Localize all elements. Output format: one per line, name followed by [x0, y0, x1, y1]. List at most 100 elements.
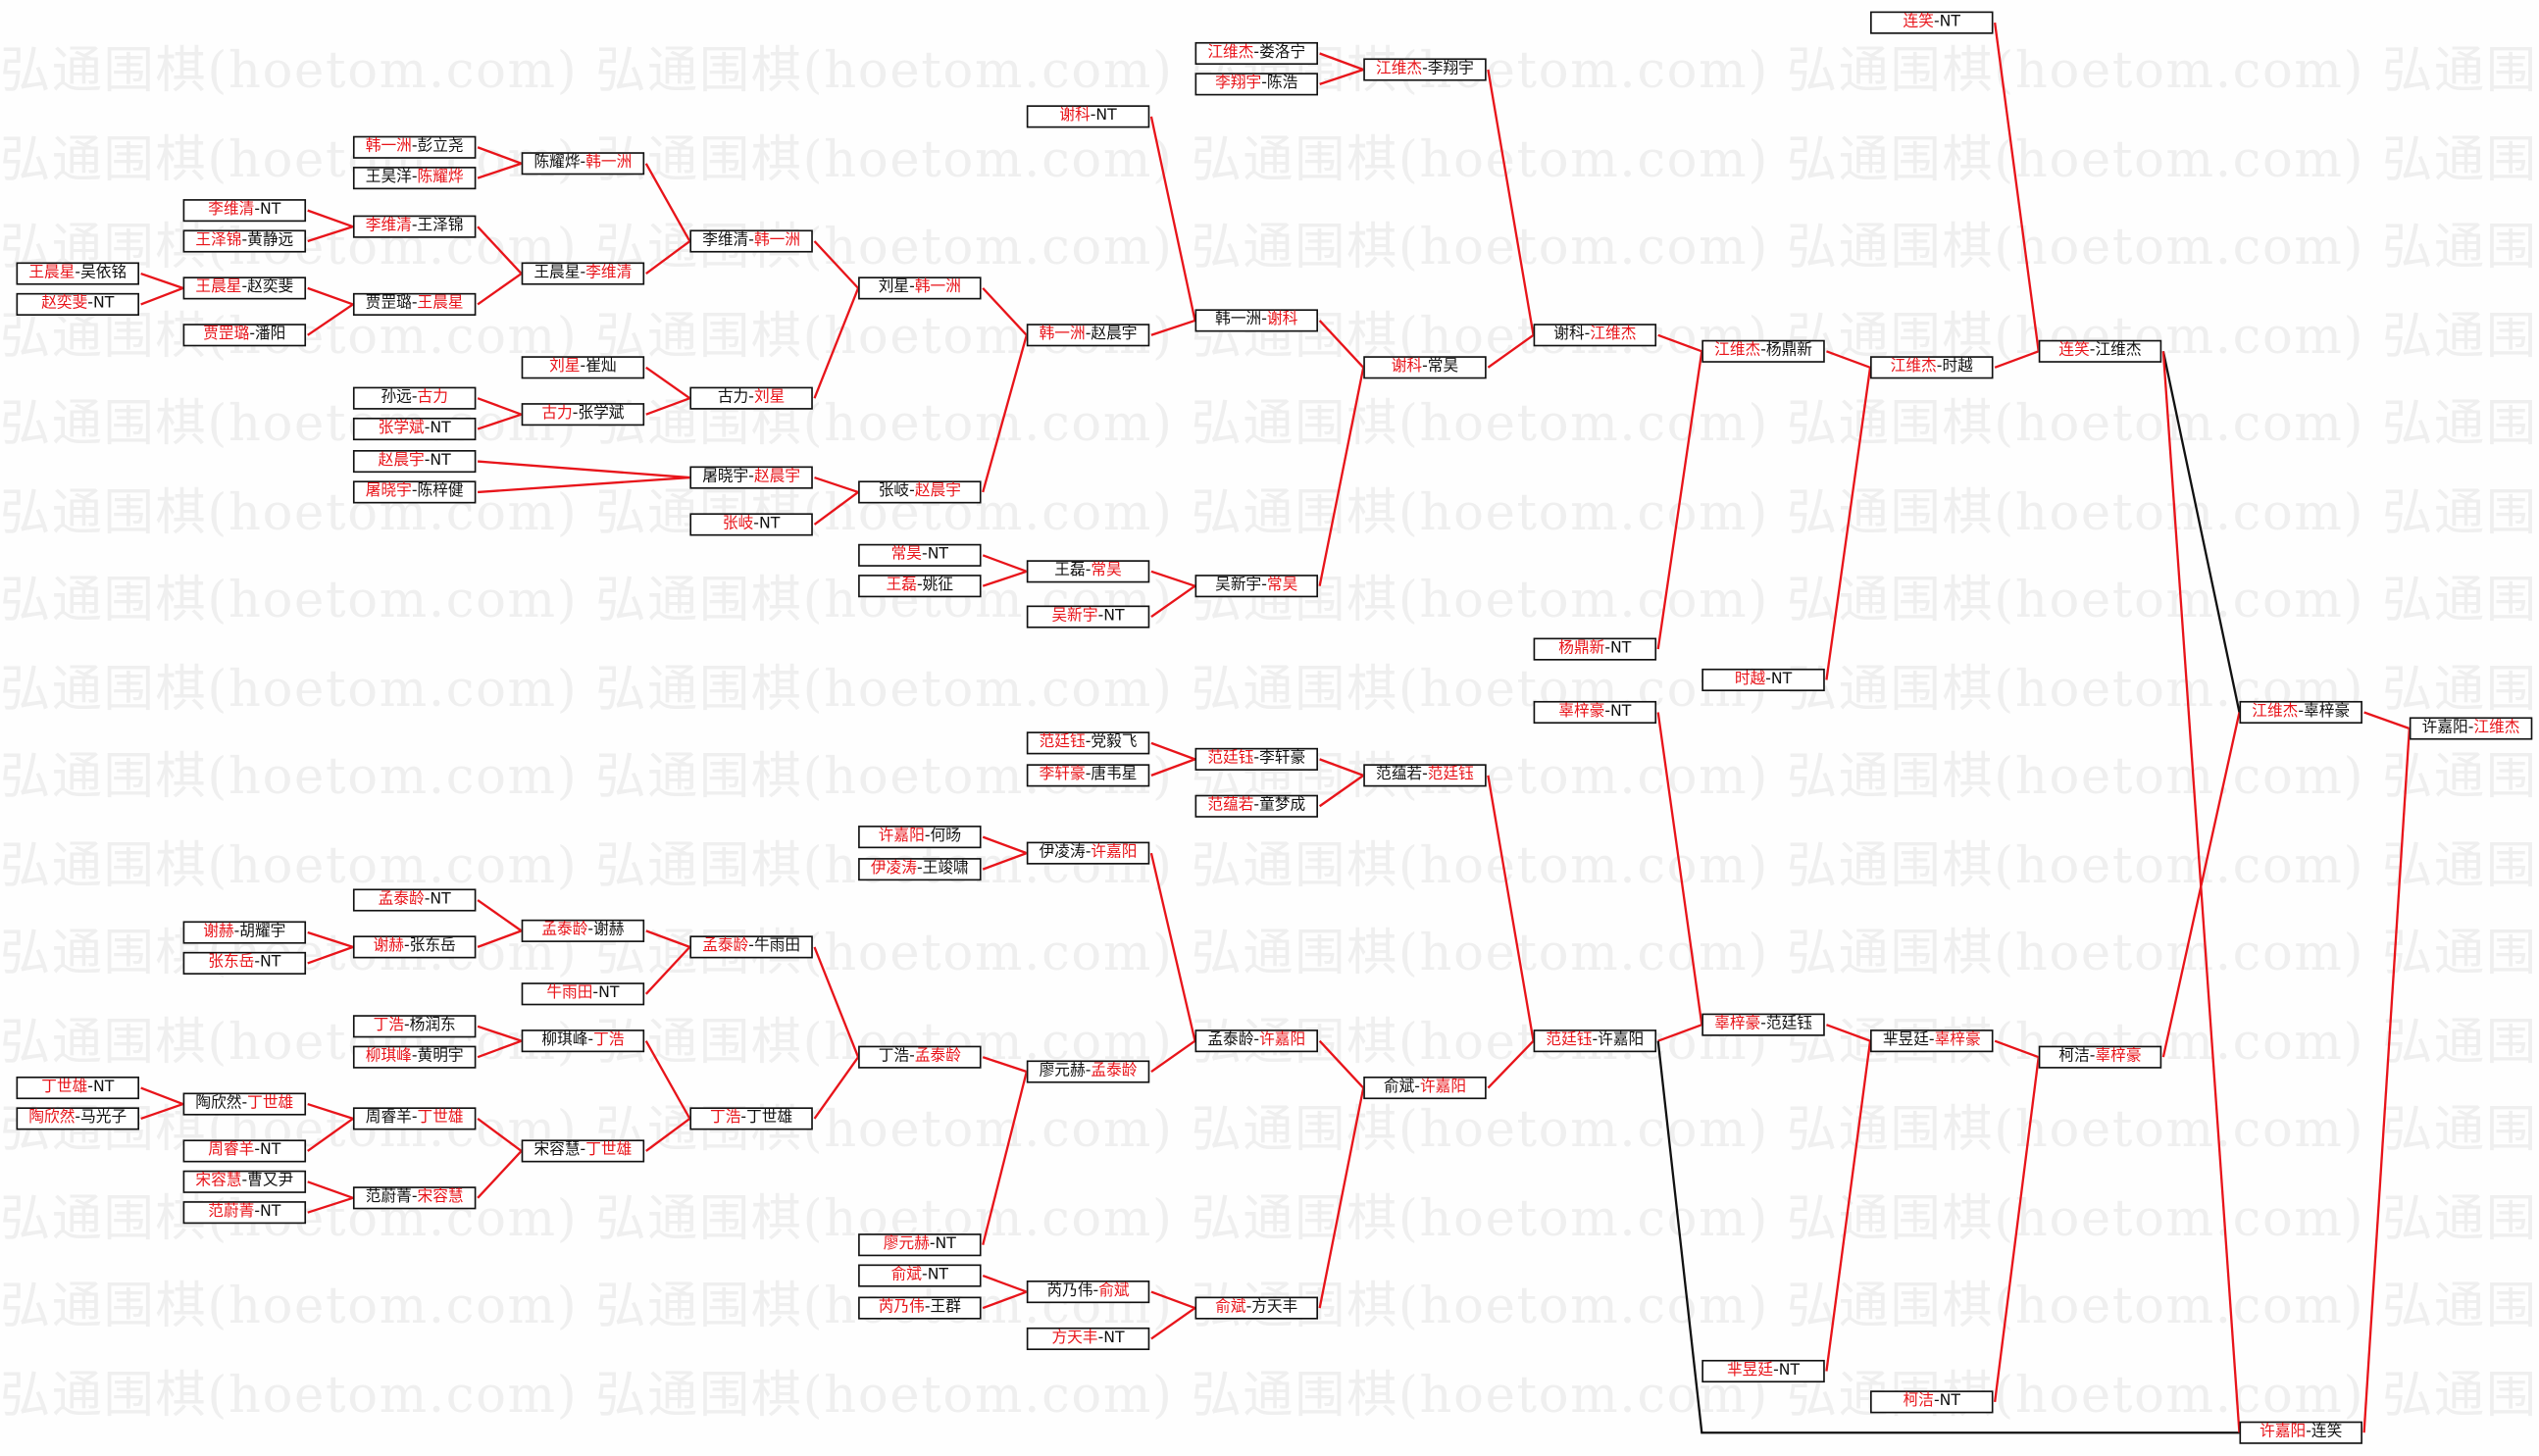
player-a: 芈昱廷 [1727, 1360, 1774, 1379]
connector-line [1656, 351, 1703, 650]
player-a: 韩一洲 [1215, 310, 1262, 328]
match-box: 范廷钰-李轩豪 [1194, 746, 1318, 771]
separator: - [1592, 1029, 1599, 1049]
player-a: 连笑 [2058, 340, 2090, 359]
player-a: 许嘉阳 [878, 826, 925, 845]
player-a: 柳琪峰 [365, 1046, 412, 1065]
player-a: 芮乃伟 [878, 1297, 925, 1316]
connector-line [1150, 1290, 1195, 1310]
player-a: 王晨星 [533, 263, 581, 281]
match-box: 方天丰-NT [1026, 1327, 1150, 1350]
match-box: 伊凌涛-王竣啸 [858, 857, 982, 880]
connector-line [1149, 852, 1196, 1041]
match-box: 连笑-江维杰 [2038, 338, 2162, 363]
connector-line [645, 240, 691, 275]
player-a: 辜梓豪 [1558, 701, 1605, 720]
separator: - [87, 1077, 93, 1095]
match-box: 宋容慧-丁世雄 [521, 1138, 645, 1162]
player-a: 江维杰 [1376, 59, 1423, 77]
separator: - [1085, 765, 1092, 783]
player-a: 孟泰龄 [1207, 1029, 1254, 1049]
player-a: 柯洁 [2058, 1046, 2090, 1065]
player-a: 俞斌 [890, 1265, 923, 1283]
player-b: 黄明宇 [417, 1046, 464, 1065]
player-a: 宋容慧 [195, 1171, 242, 1189]
player-a: 王磊 [886, 575, 917, 594]
separator: - [929, 1233, 936, 1253]
player-b: NT [260, 1140, 281, 1159]
match-box: 周睿羊-NT [182, 1138, 307, 1162]
match-box: 赵晨宇-NT [352, 449, 477, 473]
connector-line [477, 1025, 523, 1042]
player-a: 陈耀烨 [533, 153, 581, 172]
match-box: 辜梓豪-NT [1533, 700, 1657, 724]
connector-line [307, 1196, 354, 1214]
separator: - [1097, 606, 1104, 625]
match-box: 谢科-江维杰 [1533, 323, 1657, 346]
player-b: 赵晨宇 [914, 481, 961, 500]
player-b: NT [1103, 606, 1125, 625]
separator: - [587, 1029, 594, 1049]
separator: - [241, 277, 248, 296]
player-b: 范廷钰 [1427, 765, 1474, 783]
player-b: 娄洛宁 [1259, 42, 1306, 61]
player-a: 陶欣然 [195, 1093, 242, 1112]
separator: - [1604, 701, 1611, 720]
connector-line [307, 930, 354, 948]
connector-line [1994, 22, 2040, 352]
connector-line [1994, 350, 2040, 369]
connector-line [140, 1086, 183, 1106]
player-b: 谢赫 [593, 920, 625, 938]
player-b: NT [430, 450, 451, 469]
separator: - [411, 1187, 418, 1206]
player-b: 丁浩 [593, 1029, 625, 1049]
player-b: 李维清 [585, 263, 633, 281]
player-b: NT [935, 1233, 956, 1253]
player-a: 吴新宇 [1215, 575, 1262, 594]
connector-line [307, 286, 354, 306]
player-b: NT [1939, 12, 1960, 30]
match-box: 赵奕斐-NT [16, 292, 139, 316]
player-a: 范蔚菁 [365, 1187, 412, 1206]
match-box: 张岐-NT [689, 512, 813, 535]
player-a: 柳琪峰 [541, 1029, 588, 1049]
player-a: 辜梓豪 [1714, 1014, 1761, 1032]
match-box: 古力-张学斌 [521, 402, 645, 426]
player-b: 韩一洲 [753, 230, 801, 249]
connector-line [477, 929, 523, 948]
connector-line [1487, 1039, 1535, 1089]
player-b: 彭立尧 [417, 136, 464, 155]
separator: - [2467, 718, 2474, 736]
player-b: 王竣啸 [922, 858, 969, 878]
player-a: 李维清 [208, 199, 255, 219]
player-a: 廖元赫 [1039, 1061, 1086, 1079]
match-box: 屠晓宇-陈梓健 [352, 479, 477, 503]
match-box: 谢科-NT [1026, 104, 1150, 127]
connector-line [477, 397, 523, 416]
connector-line [645, 397, 690, 416]
connector-line [307, 209, 354, 228]
player-b: NT [927, 544, 949, 563]
separator: - [1773, 1360, 1779, 1379]
separator: - [411, 387, 418, 406]
match-box: 王泽锦-黄静远 [182, 228, 307, 252]
separator: - [748, 387, 754, 406]
player-a: 时越 [1734, 669, 1766, 687]
player-a: 许嘉阳 [2421, 718, 2468, 736]
separator: - [909, 277, 915, 296]
separator: - [909, 1046, 915, 1065]
match-box: 韩一洲-赵晨宇 [1026, 323, 1150, 346]
player-a: 赵晨宇 [378, 450, 425, 469]
match-box: 杨鼎新-NT [1533, 636, 1657, 660]
player-b: 胡耀宇 [239, 922, 286, 940]
separator: - [1422, 765, 1428, 783]
separator: - [1422, 59, 1428, 77]
connector-line [644, 1040, 691, 1120]
player-a: 范蕴若 [1207, 795, 1254, 814]
player-b: NT [1103, 1328, 1125, 1346]
match-box: 王磊-姚征 [858, 574, 982, 597]
player-b: 王泽锦 [417, 216, 464, 234]
match-box: 孟泰龄-谢赫 [521, 918, 645, 942]
player-a: 刘星 [878, 277, 910, 296]
player-b: 牛雨田 [753, 936, 801, 955]
